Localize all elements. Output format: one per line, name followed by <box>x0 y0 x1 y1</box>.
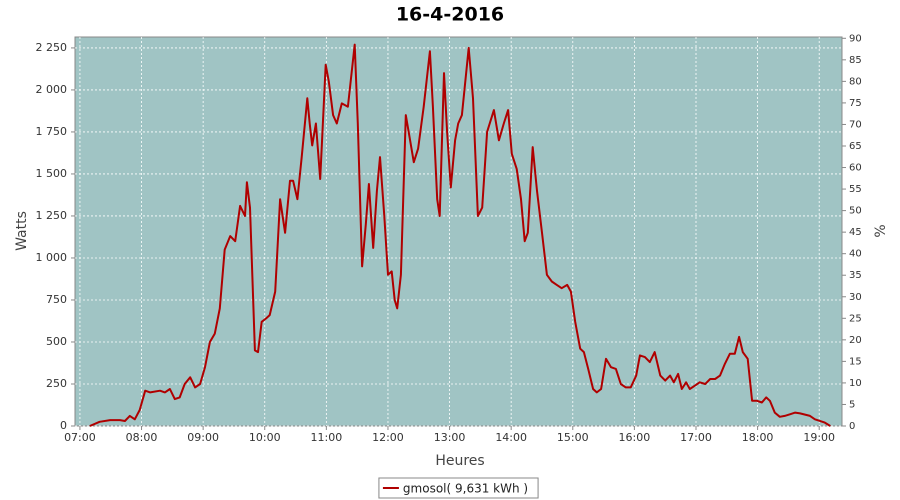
legend-box <box>378 477 539 499</box>
y2-tick-label: 40 <box>849 249 862 260</box>
y2-tick-label: 15 <box>849 356 862 367</box>
y-tick-label: 0 <box>60 419 67 432</box>
y2-tick-label: 60 <box>849 163 862 174</box>
x-tick-label: 11:00 <box>311 431 343 444</box>
x-tick-label: 17:00 <box>680 431 712 444</box>
y-tick-label: 1 750 <box>36 125 68 138</box>
x-tick-label: 15:00 <box>557 431 589 444</box>
x-tick-label: 07:00 <box>64 431 96 444</box>
y2-tick-label: 10 <box>849 378 862 389</box>
data-line <box>89 43 831 427</box>
y2-tick-label: 55 <box>849 184 862 195</box>
x-tick-label: 18:00 <box>742 431 774 444</box>
x-tick-label: 12:00 <box>372 431 404 444</box>
legend-label: gmosol( 9,631 kWh ) <box>403 482 528 496</box>
x-axis-title: Heures <box>435 453 484 469</box>
x-tick-label: 16:00 <box>619 431 651 444</box>
x-tick-label: 08:00 <box>126 431 158 444</box>
y-tick-label: 1 250 <box>36 209 68 222</box>
plot-area <box>74 36 843 427</box>
y2-tick-label: 35 <box>849 270 862 281</box>
y2-tick-label: 5 <box>849 399 855 410</box>
y2-axis-title: % <box>873 224 889 237</box>
y-tick-label: 750 <box>46 293 67 306</box>
x-tick-label: 09:00 <box>187 431 219 444</box>
y-tick-label: 250 <box>46 377 67 390</box>
x-tick-label: 14:00 <box>495 431 527 444</box>
y2-tick-label: 45 <box>849 227 862 238</box>
legend: gmosol( 9,631 kWh ) <box>378 477 539 499</box>
y2-tick-label: 90 <box>849 33 862 44</box>
y2-tick-label: 0 <box>849 421 855 432</box>
y2-tick-label: 80 <box>849 76 862 87</box>
y2-tick-label: 65 <box>849 141 862 152</box>
x-tick-label: 10:00 <box>249 431 281 444</box>
x-tick-label: 13:00 <box>434 431 466 444</box>
y2-tick-label: 70 <box>849 119 862 130</box>
y-tick-label: 500 <box>46 335 67 348</box>
y2-tick-label: 25 <box>849 313 862 324</box>
y2-tick-label: 85 <box>849 55 862 66</box>
y-tick-label: 2 000 <box>36 83 68 96</box>
y-tick-label: 1 000 <box>36 251 68 264</box>
y2-tick-label: 50 <box>849 206 862 217</box>
x-tick-label: 19:00 <box>803 431 835 444</box>
y2-tick-label: 75 <box>849 98 862 109</box>
chart-title: 16-4-2016 <box>396 4 504 26</box>
y2-tick-label: 20 <box>849 335 862 346</box>
y-tick-label: 2 250 <box>36 41 68 54</box>
y2-tick-label: 30 <box>849 292 862 303</box>
y-axis-title: Watts <box>14 211 30 251</box>
y-tick-label: 1 500 <box>36 167 68 180</box>
